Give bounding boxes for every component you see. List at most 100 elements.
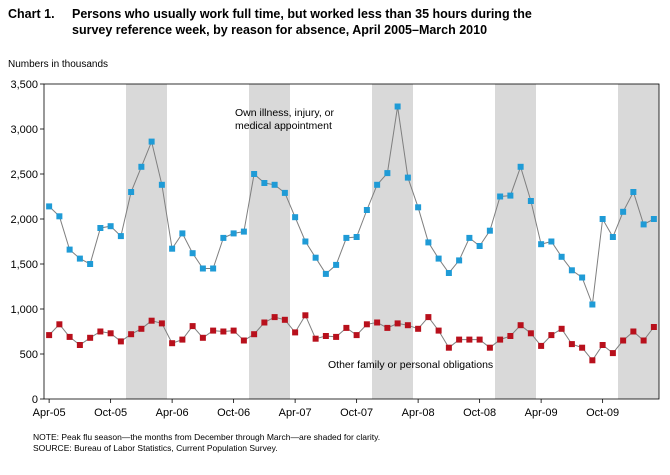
data-point-series-2 — [148, 317, 155, 324]
data-point-series-2 — [415, 325, 422, 332]
data-point-series-1 — [230, 230, 237, 237]
data-point-series-1 — [548, 238, 555, 245]
data-point-series-2 — [630, 328, 637, 335]
data-point-series-2 — [97, 328, 104, 335]
data-point-series-2 — [517, 322, 524, 329]
data-point-series-2 — [466, 336, 473, 343]
source-text: SOURCE: Bureau of Labor Statistics, Curr… — [33, 443, 278, 453]
data-point-series-2 — [261, 319, 268, 326]
data-point-series-1 — [333, 261, 340, 268]
data-point-series-1 — [158, 181, 165, 188]
data-point-series-2 — [76, 342, 83, 348]
data-point-series-2 — [251, 331, 258, 338]
data-point-series-2 — [240, 337, 247, 344]
data-point-series-2 — [312, 335, 319, 342]
data-point-series-2 — [507, 333, 514, 339]
data-point-series-2 — [394, 320, 401, 327]
data-point-series-1 — [517, 163, 524, 170]
data-point-series-1 — [425, 239, 432, 246]
data-point-series-2 — [199, 334, 206, 341]
data-point-series-1 — [589, 301, 596, 308]
y-tick-label: 1,500 — [10, 259, 38, 271]
data-point-series-2 — [322, 333, 329, 339]
data-point-series-1 — [322, 270, 329, 277]
data-point-series-1 — [599, 216, 606, 222]
data-point-series-1 — [87, 261, 94, 267]
data-point-series-1 — [271, 181, 278, 188]
data-point-series-2 — [476, 336, 483, 343]
data-point-series-2 — [363, 321, 370, 328]
data-point-series-1 — [343, 234, 350, 241]
data-point-series-1 — [620, 208, 627, 215]
y-tick-label: 500 — [20, 349, 38, 361]
data-point-series-2 — [599, 342, 606, 348]
y-axis-label: Numbers in thousands — [8, 59, 109, 70]
data-point-series-2 — [220, 328, 227, 335]
data-point-series-2 — [210, 327, 217, 334]
data-point-series-2 — [558, 325, 565, 332]
data-point-series-1 — [251, 171, 258, 177]
data-point-series-1 — [353, 234, 360, 240]
y-tick-label: 3,000 — [10, 124, 38, 136]
data-point-series-1 — [435, 255, 442, 262]
y-tick-label: 3,500 — [10, 79, 38, 91]
data-point-series-1 — [128, 189, 135, 195]
data-point-series-2 — [302, 312, 309, 319]
data-point-series-2 — [107, 330, 114, 337]
data-point-series-1 — [66, 246, 73, 253]
data-point-series-1 — [445, 270, 452, 276]
data-point-series-2 — [404, 322, 411, 329]
data-point-series-2 — [486, 344, 493, 351]
series-label-illness: medical appointment — [235, 120, 332, 132]
data-point-series-2 — [589, 357, 596, 364]
data-point-series-2 — [271, 314, 278, 321]
data-point-series-1 — [486, 227, 493, 234]
x-tick-label: Apr-07 — [279, 407, 312, 419]
data-point-series-1 — [148, 138, 155, 145]
data-point-series-1 — [558, 253, 565, 260]
data-point-series-1 — [404, 174, 411, 181]
shaded-flu-season-1 — [126, 84, 167, 399]
data-point-series-2 — [281, 316, 288, 323]
x-tick-label: Oct-07 — [340, 407, 373, 419]
y-tick-label: 2,000 — [10, 214, 38, 226]
data-point-series-1 — [630, 189, 637, 195]
data-point-series-1 — [374, 181, 381, 188]
data-point-series-1 — [220, 234, 227, 241]
data-point-series-1 — [312, 254, 319, 261]
data-point-series-1 — [394, 103, 401, 110]
data-point-series-1 — [179, 230, 186, 237]
data-point-series-2 — [548, 332, 555, 339]
data-point-series-2 — [425, 314, 432, 321]
data-point-series-2 — [333, 333, 340, 340]
chart-title-line-2: survey reference week, by reason for abs… — [72, 23, 488, 37]
data-point-series-1 — [507, 192, 514, 199]
data-point-series-1 — [579, 274, 586, 281]
data-point-series-1 — [302, 238, 309, 245]
data-point-series-2 — [169, 340, 176, 347]
data-point-series-1 — [609, 234, 616, 240]
shaded-flu-season-3 — [372, 84, 413, 399]
data-point-series-1 — [466, 234, 473, 241]
data-point-series-2 — [568, 341, 575, 348]
data-point-series-2 — [640, 337, 647, 344]
shaded-flu-season-5 — [618, 84, 659, 399]
chart-title-line-1: Persons who usually work full time, but … — [72, 7, 532, 21]
data-point-series-2 — [384, 324, 391, 331]
data-point-series-2 — [353, 332, 360, 339]
x-tick-label: Apr-05 — [33, 407, 66, 419]
data-point-series-2 — [158, 320, 165, 327]
data-point-series-2 — [292, 329, 299, 336]
data-point-series-1 — [527, 198, 534, 204]
shaded-flu-season-2 — [249, 84, 290, 399]
chart-number: Chart 1. — [8, 7, 55, 21]
data-point-series-1 — [56, 213, 63, 220]
data-point-series-2 — [179, 336, 186, 343]
x-tick-label: Oct-09 — [586, 407, 619, 419]
data-point-series-1 — [240, 228, 247, 235]
data-point-series-1 — [476, 243, 483, 249]
data-point-series-2 — [56, 321, 63, 328]
data-point-series-2 — [66, 333, 73, 340]
data-point-series-2 — [138, 325, 145, 332]
note-text: NOTE: Peak flu season—the months from De… — [33, 432, 381, 442]
